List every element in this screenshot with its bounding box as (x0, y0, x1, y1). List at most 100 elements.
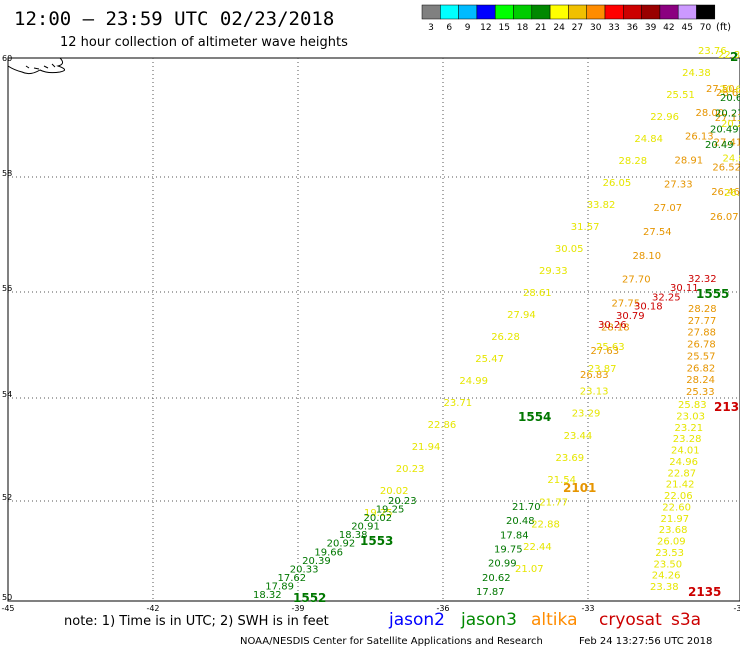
track-labels: 19.2520.0220.2321.9422.8623.7124.9925.47… (253, 46, 740, 601)
wave-height-value: 28.69 (716, 88, 740, 99)
legend-swatch (458, 4, 478, 20)
wave-height-value: 26.28 (491, 332, 520, 343)
legend-label: 27 (572, 23, 583, 33)
wave-height-value: 18.38 (339, 530, 368, 541)
wave-height-value: 27.94 (507, 310, 536, 321)
wave-height-value: 27.70 (622, 275, 651, 286)
lon-label: -33 (581, 604, 594, 613)
wave-height-value: 24.96 (669, 457, 698, 468)
wave-height-value: 21.54 (547, 475, 576, 486)
sat-label-jason3: jason3 (460, 610, 517, 630)
track-id-label: 213 (714, 400, 739, 414)
footer-note: note: 1) Time is in UTC; 2) SWH is in fe… (64, 614, 329, 629)
wave-height-value: 21.42 (666, 480, 695, 491)
wave-height-value: 23.13 (580, 386, 609, 397)
lat-label: 50 (2, 593, 12, 602)
wave-height-value: 28.18 (601, 322, 630, 333)
wave-height-value: 27.33 (664, 179, 693, 190)
wave-height-value: 27.11 (715, 113, 740, 124)
wave-height-value: 20.49 (705, 140, 734, 151)
track-ids: 1552 1553 1554 1555 2101 213 2135 2 (293, 50, 739, 605)
wave-height-value: 23.28 (673, 434, 702, 445)
wave-height-value: 26.78 (687, 340, 716, 351)
legend-swatch (476, 4, 496, 20)
map-title: 12:00 – 23:59 UTC 02/23/2018 (14, 8, 334, 30)
wave-height-value: 27.63 (591, 346, 620, 357)
legend-label: 15 (498, 23, 509, 33)
lat-label: 52 (2, 493, 12, 502)
wave-height-value: 20.92 (327, 539, 356, 550)
wave-height-value: 20.33 (290, 564, 319, 575)
legend-label: 3 (428, 23, 434, 33)
wave-height-value: 26.46 (711, 187, 740, 198)
wave-height-value: 26.13 (685, 132, 714, 143)
wave-height-value: 23.29 (572, 409, 601, 420)
wave-height-value: 26.70 (724, 188, 740, 199)
wave-height-value: 26.09 (657, 537, 686, 548)
legend-label: 36 (627, 23, 639, 33)
legend-swatch (677, 4, 697, 20)
track-id-label: 2 (730, 50, 738, 64)
wave-height-value: 27.07 (654, 203, 683, 214)
wave-height-value: 23.53 (655, 548, 684, 559)
legend-swatch (568, 4, 587, 20)
wave-height-value: 30.05 (555, 244, 584, 255)
wave-height-value: 21.07 (515, 564, 544, 575)
wave-height-value: 19.75 (494, 545, 523, 556)
wave-height-value: 23.03 (676, 411, 705, 422)
wave-height-value: 22.88 (531, 520, 560, 531)
wave-height-value: 20.27 (721, 119, 740, 130)
axis-labels: 60 58 56 54 52 50 -45 -42 -39 -36 -33 -30 (1, 54, 740, 613)
wave-height-value: 21.70 (512, 502, 541, 513)
legend-swatch (513, 4, 533, 20)
wave-height-value: 20.27 (715, 109, 740, 120)
wave-height-value: 26.05 (603, 178, 632, 189)
wave-height-value: 25.47 (475, 354, 504, 365)
wave-height-value: 31.57 (571, 222, 600, 233)
wave-height-value: 28.10 (633, 251, 662, 262)
sat-label-jason2: jason2 (388, 610, 445, 630)
legend-swatch (659, 4, 679, 20)
wave-height-value: 22.87 (668, 468, 697, 479)
wave-height-value: 22.96 (650, 112, 679, 123)
legend-label: 45 (681, 23, 692, 33)
wave-height-value: 24.38 (682, 68, 711, 79)
lon-label: -42 (146, 604, 159, 613)
lat-label: 54 (2, 390, 12, 399)
wave-height-value: 25.33 (686, 387, 715, 398)
legend-label: 39 (645, 23, 657, 33)
wave-height-value: 30.18 (634, 302, 663, 313)
wave-height-value: 27.88 (687, 328, 716, 339)
wave-height-value: 29.33 (539, 266, 568, 277)
wave-height-value: 23.44 (564, 431, 593, 442)
legend-swatch (549, 4, 569, 20)
wave-height-value: 23.71 (444, 398, 473, 409)
legend-swatch (494, 4, 514, 20)
lat-label: 56 (2, 284, 12, 293)
wave-height-value: 27.50 (706, 84, 735, 95)
wave-height-value: 33.82 (587, 200, 616, 211)
wave-height-value: 28.91 (675, 156, 704, 167)
wave-height-value: 22.60 (662, 502, 691, 513)
wave-height-value: 20.02 (380, 486, 409, 497)
coastline (7, 57, 65, 75)
coastline-detail (25, 63, 56, 70)
lat-label: 60 (2, 54, 12, 63)
wave-height-value: 30.79 (616, 311, 645, 322)
wave-height-value: 23.69 (556, 453, 585, 464)
legend-swatch (421, 4, 441, 20)
wave-height-value: 26.07 (710, 212, 739, 223)
wave-height-value: 21.77 (539, 497, 568, 508)
wave-height-value: 18.32 (253, 590, 282, 601)
color-legend: 3 6 9 12 15 18 21 24 27 30 33 36 39 42 45 70 (421, 4, 716, 33)
sat-label-s3a: s3a (671, 610, 701, 630)
legend-swatch (604, 4, 624, 20)
wave-height-value: 28.00 (696, 108, 725, 119)
legend-swatch (440, 4, 459, 20)
legend-swatch (696, 4, 716, 20)
track-id-label: 2135 (688, 585, 721, 599)
legend-label: 9 (465, 23, 471, 33)
wave-height-value: 27.41 (714, 138, 740, 149)
legend-label: 6 (446, 23, 452, 33)
